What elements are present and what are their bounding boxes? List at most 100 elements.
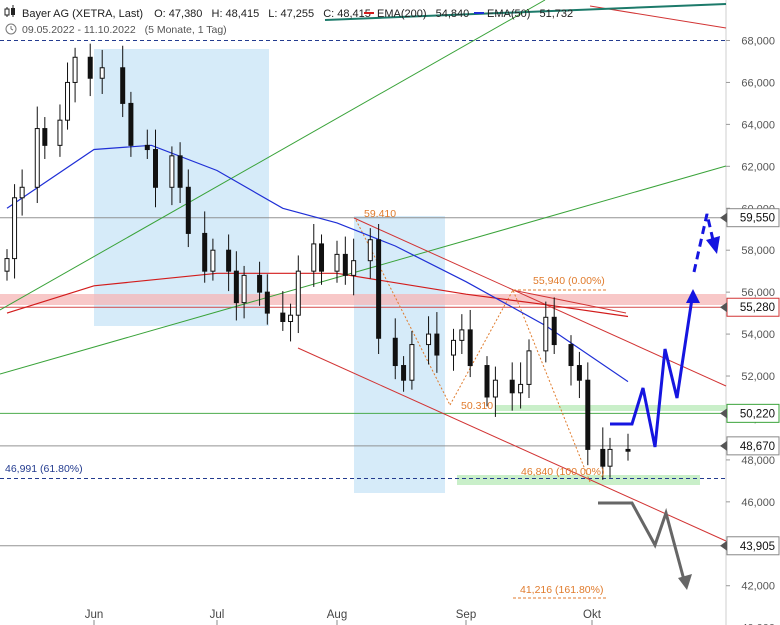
low-value: L: 47,255 <box>268 8 314 20</box>
candle-down <box>625 448 631 452</box>
red-channel-lower <box>297 347 727 542</box>
red-short-line <box>511 289 627 314</box>
candle-down <box>264 291 270 314</box>
y-tick-label: 48,000 <box>741 455 775 467</box>
candle-down <box>319 243 325 272</box>
x-tick-label: Aug <box>327 609 347 621</box>
fib-label-61-8: 46,991 (61.80%) <box>5 463 83 475</box>
ema50-line <box>6 144 629 383</box>
price-level-pointer <box>720 302 727 313</box>
candle-down <box>87 56 93 79</box>
date-range: 09.05.2022 - 11.10.2022 <box>22 24 136 36</box>
candle-up <box>409 344 415 381</box>
candle-down <box>202 232 208 272</box>
bullish-projection-dashed-arrowhead <box>706 236 720 254</box>
fib-label-161: 41,216 (161.80%) <box>520 584 603 596</box>
y-tick-label: 42,000 <box>741 581 775 593</box>
candle-up <box>288 314 294 322</box>
y-tick-label: 54,000 <box>741 329 775 341</box>
bullish-projection-dashed <box>692 213 715 273</box>
candle-up <box>526 350 532 385</box>
x-tick-label: Okt <box>583 609 602 621</box>
symbol-title: Bayer AG (XETRA, Last) <box>22 8 143 20</box>
candle-down <box>128 102 134 146</box>
y-tick-label: 64,000 <box>741 119 775 131</box>
fib-label-low: 50.310 <box>461 400 493 412</box>
candle-down <box>153 149 158 188</box>
fib-label-100: 46,840 (100.00%) <box>521 466 604 478</box>
price-level-label: 59,550 <box>740 213 775 225</box>
bearish-projection-arrowhead <box>678 574 692 590</box>
bearish-projection-path <box>598 501 686 581</box>
y-tick-label: 40,000 <box>741 623 775 625</box>
price-level-pointer <box>720 212 727 223</box>
candle-down <box>120 67 126 104</box>
candle-type-icon <box>4 5 15 17</box>
ema50-legend-label: EMA(50) <box>487 8 530 20</box>
candle-down <box>600 448 606 467</box>
candle-up <box>492 379 498 398</box>
period-info: (5 Monate, 1 Tag) <box>145 24 227 36</box>
candle-up <box>459 329 465 341</box>
chart-header: Bayer AG (XETRA, Last) O: 47,380 H: 48,4… <box>4 5 573 36</box>
candle-up <box>367 239 373 262</box>
candle-down <box>484 365 490 398</box>
candle-down <box>376 239 382 339</box>
candle-down <box>257 274 263 293</box>
price-level-pointer <box>720 440 727 451</box>
highlight-zone-2 <box>354 216 445 493</box>
price-level-label: 50,220 <box>740 408 775 420</box>
candle-down <box>280 312 286 322</box>
price-level-pointer <box>720 540 727 551</box>
candle-down <box>177 155 183 188</box>
y-axis-ticks: 68,00066,00064,00062,00060,00058,00056,0… <box>726 36 775 625</box>
candle-down <box>144 144 150 151</box>
candle-down <box>467 329 473 367</box>
clock-icon <box>5 23 17 35</box>
candle-up <box>451 339 457 356</box>
ema50-legend: EMA(50) 51,732 <box>487 8 573 20</box>
candle-up <box>518 383 524 394</box>
open-value: O: 47,380 <box>154 8 202 20</box>
candle-up <box>19 186 25 199</box>
price-level-pointer <box>720 408 727 419</box>
candle-down <box>233 270 239 304</box>
candle-down <box>226 249 232 272</box>
price-level-label: 48,670 <box>740 441 775 453</box>
y-tick-label: 62,000 <box>741 161 775 173</box>
candle-down <box>392 337 398 367</box>
x-tick-label: Sep <box>456 609 476 621</box>
y-tick-label: 58,000 <box>741 245 775 257</box>
high-value: H: 48,415 <box>212 8 260 20</box>
fib-label-high: 59.410 <box>364 208 396 220</box>
ema200-legend-value: 54,840 <box>436 8 470 20</box>
y-tick-label: 66,000 <box>741 77 775 89</box>
y-tick-label: 52,000 <box>741 371 775 383</box>
candle-up <box>543 316 549 352</box>
y-tick-label: 68,000 <box>741 36 775 48</box>
candle-down <box>434 333 440 356</box>
support-band-lower <box>457 475 700 485</box>
green-trendline-steep <box>0 0 546 311</box>
price-level-boxes: 59,550 55,280 50,220 48,670 43,905 <box>720 208 780 556</box>
candle-up <box>334 253 340 272</box>
ema50-legend-value: 51,732 <box>539 8 573 20</box>
ema200-legend: EMA(200) 54,840 <box>377 8 469 20</box>
candle-up <box>311 243 317 272</box>
green-trendline-flat <box>0 165 727 375</box>
fib-connector-2 <box>449 288 591 483</box>
candle-up <box>241 274 247 304</box>
candle-up <box>4 258 10 272</box>
x-axis-ticks: Jun Jul Aug Sep Okt <box>85 609 602 625</box>
candle-down <box>576 365 582 381</box>
candle-up <box>351 260 357 276</box>
svg-text:09.05.2022 - 11.10.2022: 09.05.2022 - 11.10.2022 (5 Monate, 1 Tag… <box>22 24 227 36</box>
candle-up <box>12 197 18 260</box>
ema200-legend-label: EMA(200) <box>377 8 427 20</box>
price-level-label: 55,280 <box>740 302 775 314</box>
candle-up <box>72 56 78 83</box>
candle-down <box>509 379 515 394</box>
candle-up <box>426 333 432 346</box>
bullish-projection-path <box>610 291 695 448</box>
